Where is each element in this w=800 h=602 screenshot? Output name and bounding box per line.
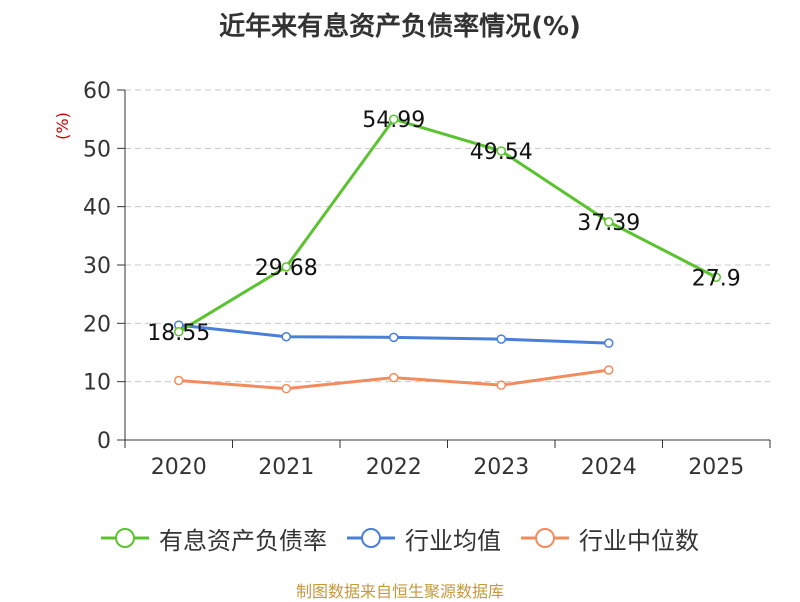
axes: 0 10 20 30 40 50 60 2020 2021 2022 2023 2024 2025 bbox=[83, 79, 771, 480]
y-tick-label: 50 bbox=[83, 137, 111, 162]
legend: 有息资产负债率 行业均值 行业中位数 bbox=[0, 518, 800, 558]
legend-marker bbox=[347, 528, 395, 548]
data-point bbox=[496, 380, 506, 390]
y-tick-label: 60 bbox=[83, 79, 111, 104]
data-point bbox=[496, 334, 506, 344]
y-tick-label: 20 bbox=[83, 312, 111, 337]
legend-item: 有息资产负债率 bbox=[101, 521, 327, 556]
data-point bbox=[496, 146, 506, 156]
x-tick-label: 2023 bbox=[473, 455, 529, 480]
x-tick-label: 2022 bbox=[366, 455, 422, 480]
y-tick-label: 0 bbox=[97, 429, 111, 454]
legend-item: 行业均值 bbox=[347, 521, 501, 556]
data-label: 29.68 bbox=[255, 256, 318, 281]
data-label: 27.9 bbox=[692, 266, 741, 291]
data-point bbox=[281, 383, 291, 394]
chart-title: 近年来有息资产负债率情况(%) bbox=[219, 12, 581, 42]
legend-marker bbox=[521, 528, 569, 548]
data-point bbox=[281, 262, 291, 272]
legend-label: 行业均值 bbox=[405, 526, 501, 555]
series-lines bbox=[174, 114, 721, 394]
data-point bbox=[389, 372, 399, 383]
data-labels: 18.55 29.68 54.99 49.54 37.39 27.9 bbox=[147, 108, 740, 346]
legend-item: 行业中位数 bbox=[521, 521, 699, 556]
legend-marker bbox=[101, 528, 149, 548]
x-tick-label: 2021 bbox=[258, 455, 314, 480]
source-note: 制图数据来自恒生聚源数据库 bbox=[295, 582, 504, 601]
y-tick-label: 40 bbox=[83, 196, 111, 221]
y-axis-label: (%) bbox=[53, 112, 72, 140]
y-tick-label: 30 bbox=[83, 254, 111, 279]
data-point bbox=[389, 332, 399, 343]
data-label: 54.99 bbox=[362, 108, 425, 133]
data-point bbox=[604, 365, 614, 375]
series-line bbox=[177, 117, 717, 334]
x-tick-label: 2020 bbox=[151, 455, 207, 480]
data-point bbox=[711, 272, 721, 282]
data-point bbox=[604, 217, 614, 227]
data-point bbox=[281, 332, 291, 342]
data-label: 18.55 bbox=[147, 321, 210, 346]
legend-label: 有息资产负债率 bbox=[159, 526, 327, 555]
x-tick-label: 2025 bbox=[688, 455, 744, 480]
x-tick-label: 2024 bbox=[581, 455, 637, 480]
data-label: 49.54 bbox=[470, 140, 533, 165]
data-point bbox=[174, 375, 184, 386]
y-tick-label: 10 bbox=[83, 371, 111, 396]
legend-label: 行业中位数 bbox=[579, 526, 699, 555]
data-point bbox=[174, 327, 184, 337]
data-label: 37.39 bbox=[577, 211, 640, 236]
data-point bbox=[604, 338, 614, 348]
data-point bbox=[389, 114, 399, 124]
